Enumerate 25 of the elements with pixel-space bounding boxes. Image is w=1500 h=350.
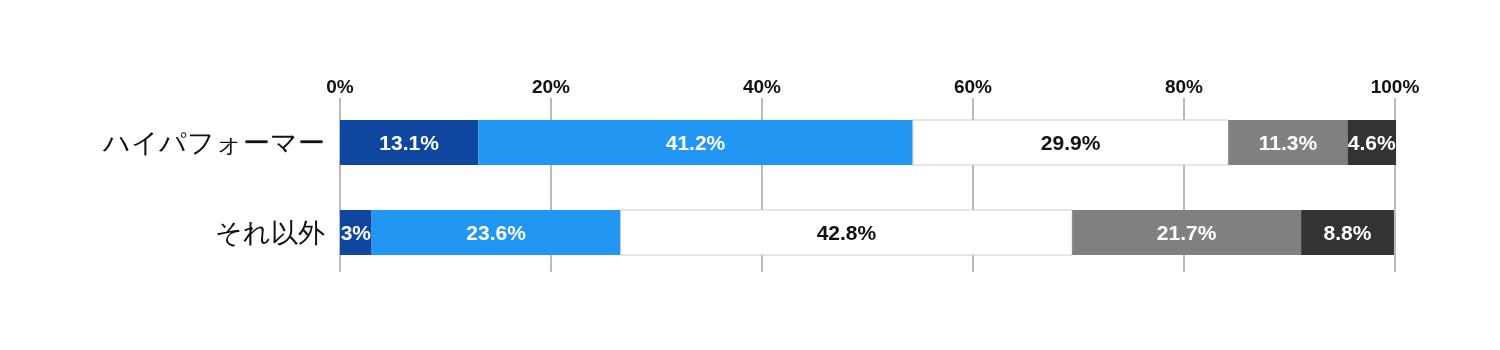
bar [620,209,1073,256]
y-tick-label: ハイパフォーマー [102,127,325,158]
x-tick-label: 0% [326,76,354,97]
data-label: 42.8% [816,220,877,244]
data-label: 21.7% [1156,220,1217,244]
bar [371,210,621,255]
data-label: 13.1% [379,130,440,154]
bar [478,120,913,165]
y-tick-label: それ以外 [215,217,325,248]
data-label: 23.6% [466,220,527,244]
data-label: 8.8% [1323,220,1372,244]
bar [340,120,479,165]
bar [1228,120,1348,165]
data-label: 29.9% [1040,130,1101,154]
x-tick-label: 100% [1370,76,1420,97]
data-label: 4.6% [1347,130,1397,154]
x-tick-label: 60% [953,76,993,97]
bar [912,119,1229,166]
x-tick-label: 80% [1164,76,1204,97]
x-tick-label: 40% [742,76,782,97]
x-tick-label: 20% [531,76,571,97]
data-label: 41.2% [665,130,726,154]
data-label: 3% [340,220,372,244]
data-label: 11.3% [1258,130,1318,154]
bar [1301,210,1394,255]
